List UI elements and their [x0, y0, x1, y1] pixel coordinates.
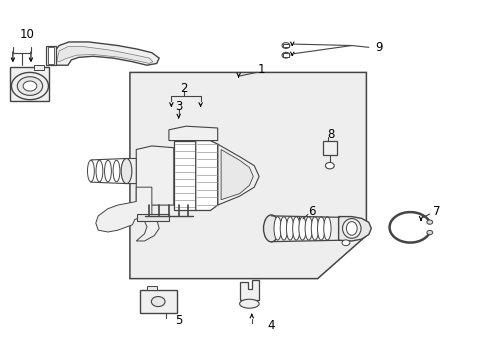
Circle shape — [151, 297, 164, 307]
Ellipse shape — [286, 217, 293, 240]
Ellipse shape — [122, 160, 128, 182]
Text: 1: 1 — [257, 63, 265, 76]
Polygon shape — [173, 140, 195, 211]
Bar — [282, 53, 289, 57]
Text: 3: 3 — [175, 100, 182, 113]
Bar — [147, 286, 157, 291]
Text: 10: 10 — [20, 28, 35, 41]
Bar — [140, 291, 176, 313]
Ellipse shape — [121, 158, 132, 184]
Ellipse shape — [317, 217, 324, 240]
Ellipse shape — [113, 160, 120, 182]
Text: 4: 4 — [267, 319, 275, 332]
Polygon shape — [57, 46, 153, 63]
Text: 7: 7 — [432, 205, 440, 218]
Text: 6: 6 — [307, 205, 315, 218]
Polygon shape — [136, 146, 173, 205]
Polygon shape — [338, 217, 370, 241]
Ellipse shape — [96, 160, 102, 182]
Bar — [322, 141, 336, 155]
Ellipse shape — [305, 217, 312, 240]
Circle shape — [325, 162, 333, 169]
Ellipse shape — [342, 219, 360, 238]
Circle shape — [426, 220, 432, 224]
Ellipse shape — [263, 215, 279, 242]
Ellipse shape — [273, 217, 281, 240]
Polygon shape — [49, 42, 159, 65]
Polygon shape — [130, 72, 366, 279]
Bar — [10, 67, 49, 101]
Circle shape — [17, 77, 42, 95]
Polygon shape — [217, 144, 259, 205]
Circle shape — [426, 230, 432, 235]
Bar — [34, 64, 43, 69]
Polygon shape — [239, 280, 259, 300]
Text: 9: 9 — [374, 41, 382, 54]
Ellipse shape — [292, 217, 299, 240]
Polygon shape — [195, 140, 217, 211]
Bar — [137, 214, 168, 221]
Polygon shape — [168, 126, 217, 140]
Ellipse shape — [298, 217, 305, 240]
Polygon shape — [126, 158, 136, 184]
Text: 2: 2 — [180, 82, 187, 95]
Polygon shape — [221, 149, 253, 200]
Ellipse shape — [346, 222, 356, 235]
Ellipse shape — [323, 217, 330, 240]
Text: 5: 5 — [175, 314, 182, 327]
Circle shape — [282, 52, 289, 58]
Ellipse shape — [104, 160, 111, 182]
Ellipse shape — [239, 299, 259, 308]
Bar — [45, 45, 56, 65]
Ellipse shape — [87, 160, 94, 182]
Text: 8: 8 — [327, 127, 334, 141]
Circle shape — [11, 72, 48, 100]
Bar — [47, 47, 54, 64]
Bar — [282, 44, 289, 47]
Circle shape — [341, 240, 349, 246]
Circle shape — [282, 42, 289, 48]
Ellipse shape — [280, 217, 287, 240]
Polygon shape — [96, 187, 159, 241]
Circle shape — [23, 81, 37, 91]
Ellipse shape — [311, 217, 318, 240]
